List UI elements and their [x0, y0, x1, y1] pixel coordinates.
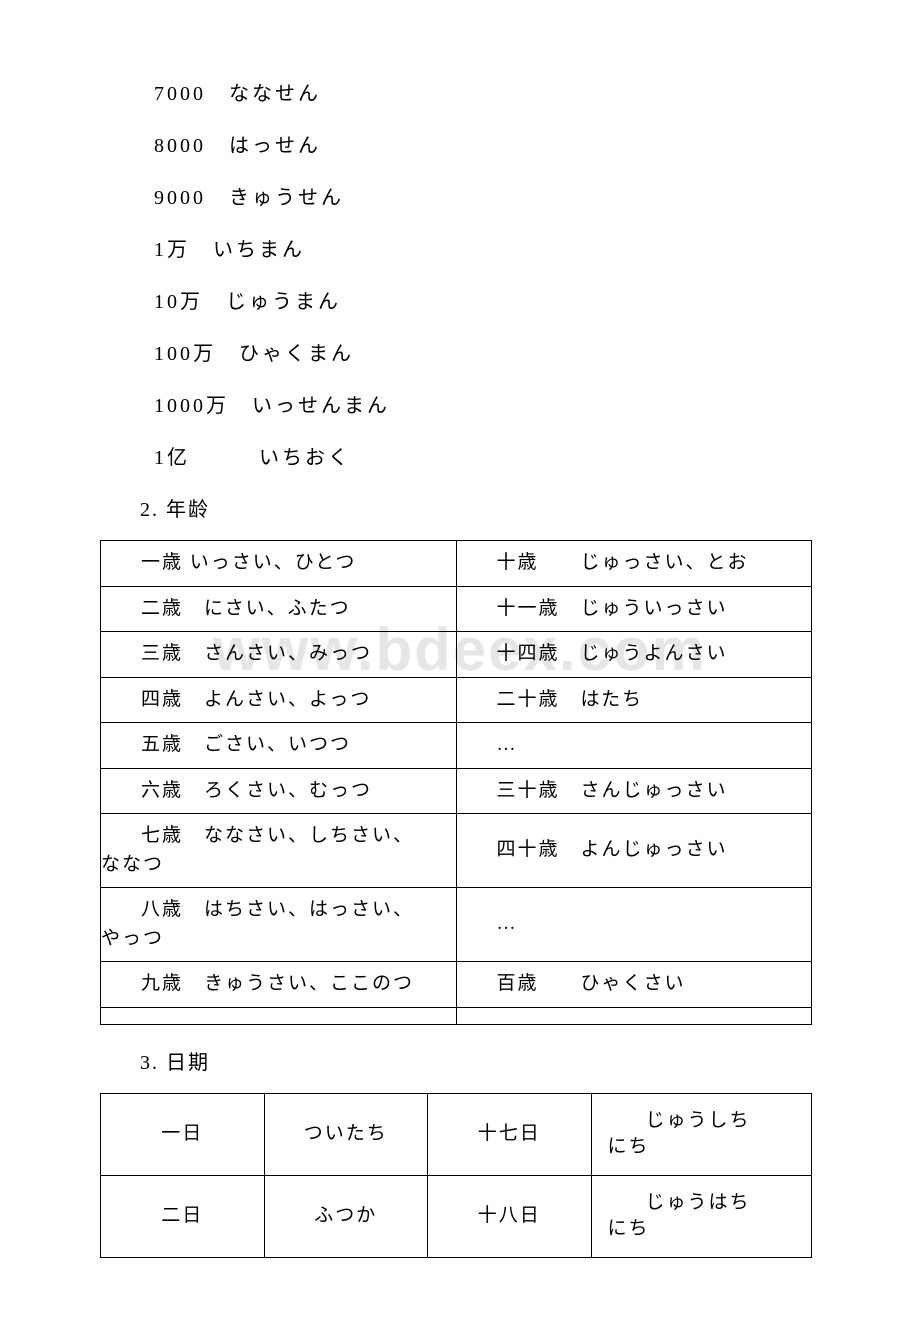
- age-cell: 八歳 はちさい、はっさい、やっつ: [101, 888, 457, 962]
- table-row: 七歳 ななさい、しちさい、ななつ 四十歳 よんじゅっさい: [101, 814, 812, 888]
- age-cell: 二十歳 はたち: [456, 677, 812, 723]
- number-line: 100万 ひゃくまん: [154, 340, 820, 368]
- table-row: 六歳 ろくさい、むっつ 三十歳 さんじゅっさい: [101, 768, 812, 814]
- age-cell: 四十歳 よんじゅっさい: [456, 814, 812, 888]
- table-row: 一日 ついたち 十七日 じゅうしちにち: [101, 1093, 812, 1175]
- age-cell: [456, 1007, 812, 1024]
- age-cell: 九歳 きゅうさい、ここのつ: [101, 962, 457, 1008]
- table-row: 二日 ふつか 十八日 じゅうはちにち: [101, 1175, 812, 1257]
- age-cell: 三歳 さんさい、みっつ: [101, 632, 457, 678]
- date-cell: ふつか: [264, 1175, 428, 1257]
- table-row: 五歳 ごさい、いつつ …: [101, 723, 812, 769]
- table-row: 九歳 きゅうさい、ここのつ 百歳 ひゃくさい: [101, 962, 812, 1008]
- age-cell: 十歳 じゅっさい、とお: [456, 541, 812, 587]
- table-row: 二歳 にさい、ふたつ 十一歳 じゅういっさい: [101, 586, 812, 632]
- age-cell: …: [456, 888, 812, 962]
- age-cell: …: [456, 723, 812, 769]
- age-cell: 三十歳 さんじゅっさい: [456, 768, 812, 814]
- date-cell: 十八日: [428, 1175, 592, 1257]
- number-line: 1万 いちまん: [154, 236, 820, 264]
- date-cell: 二日: [101, 1175, 265, 1257]
- table-row: 一歳 いっさい、ひとつ 十歳 じゅっさい、とお: [101, 541, 812, 587]
- table-row: 四歳 よんさい、よっつ 二十歳 はたち: [101, 677, 812, 723]
- number-line: 7000 ななせん: [154, 80, 820, 108]
- table-row: 三歳 さんさい、みっつ 十四歳 じゅうよんさい: [101, 632, 812, 678]
- date-cell: じゅうはちにち: [591, 1175, 811, 1257]
- section-2-heading: 2. 年龄: [140, 496, 820, 524]
- date-table: 一日 ついたち 十七日 じゅうしちにち 二日 ふつか 十八日 じゅうはちにち: [100, 1093, 812, 1258]
- age-cell: 一歳 いっさい、ひとつ: [101, 541, 457, 587]
- age-cell: 十四歳 じゅうよんさい: [456, 632, 812, 678]
- age-cell: 百歳 ひゃくさい: [456, 962, 812, 1008]
- number-line: 1亿 いちおく: [154, 444, 820, 472]
- date-cell: 十七日: [428, 1093, 592, 1175]
- age-cell: 七歳 ななさい、しちさい、ななつ: [101, 814, 457, 888]
- age-cell: 四歳 よんさい、よっつ: [101, 677, 457, 723]
- date-cell: じゅうしちにち: [591, 1093, 811, 1175]
- age-cell: 五歳 ごさい、いつつ: [101, 723, 457, 769]
- table-row: 八歳 はちさい、はっさい、やっつ …: [101, 888, 812, 962]
- number-line: 9000 きゅうせん: [154, 184, 820, 212]
- date-cell: 一日: [101, 1093, 265, 1175]
- age-cell: 二歳 にさい、ふたつ: [101, 586, 457, 632]
- table-row: [101, 1007, 812, 1024]
- number-line: 10万 じゅうまん: [154, 288, 820, 316]
- age-cell: 十一歳 じゅういっさい: [456, 586, 812, 632]
- age-table: 一歳 いっさい、ひとつ 十歳 じゅっさい、とお 二歳 にさい、ふたつ 十一歳 じ…: [100, 540, 812, 1025]
- number-line: 8000 はっせん: [154, 132, 820, 160]
- number-line: 1000万 いっせんまん: [154, 392, 820, 420]
- section-3-heading: 3. 日期: [140, 1049, 820, 1077]
- page-content: 7000 ななせん 8000 はっせん 9000 きゅうせん 1万 いちまん 1…: [100, 80, 820, 1258]
- age-cell: 六歳 ろくさい、むっつ: [101, 768, 457, 814]
- date-cell: ついたち: [264, 1093, 428, 1175]
- age-cell: [101, 1007, 457, 1024]
